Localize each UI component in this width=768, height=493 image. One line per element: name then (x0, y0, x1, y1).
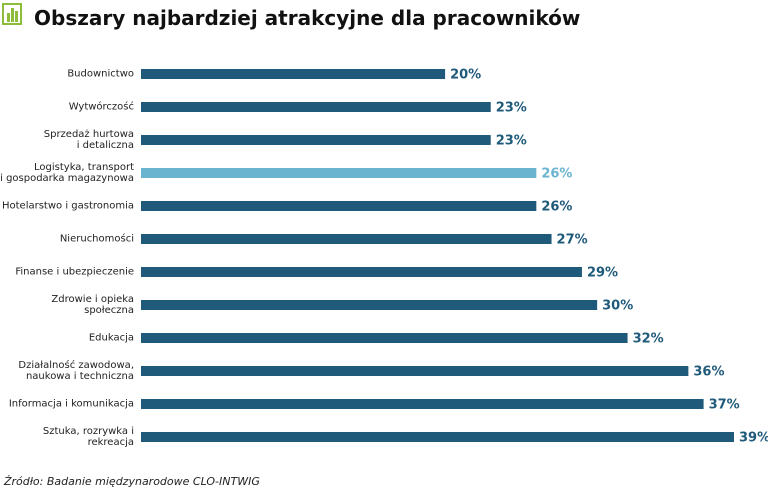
bar (141, 168, 537, 178)
category-label: Sprzedaż hurtowa i detaliczna (43, 129, 134, 151)
value-label: 26% (541, 167, 572, 182)
logo-icon (2, 3, 22, 25)
category-label: Informacja i komunikacja (8, 398, 134, 410)
category-label: Edukacja (88, 332, 134, 344)
category-label: Logistyka, transport i gospodarka magazy… (0, 162, 134, 184)
bar (141, 432, 734, 442)
bar (141, 267, 582, 277)
value-label: 26% (541, 200, 572, 215)
category-label: Nieruchomości (59, 233, 134, 245)
value-label: 29% (587, 266, 618, 281)
bar (141, 102, 491, 112)
bar (141, 333, 628, 343)
bar (141, 399, 704, 409)
bar (141, 234, 552, 244)
bar (141, 135, 491, 145)
chart-title: Obszary najbardziej atrakcyjne dla praco… (34, 6, 581, 30)
category-label: Hotelarstwo i gastronomia (1, 200, 134, 212)
category-label: Budownictwo (67, 68, 134, 80)
value-label: 23% (496, 101, 527, 116)
bar (141, 366, 689, 376)
value-label: 27% (557, 233, 588, 248)
value-label: 39% (739, 431, 768, 446)
value-label: 37% (709, 398, 740, 413)
bar (141, 300, 598, 310)
bar (141, 201, 537, 211)
category-label: Działalność zawodowa, naukowa i technicz… (18, 360, 134, 382)
category-label: Wytwórczość (68, 101, 134, 113)
value-label: 32% (633, 332, 664, 347)
source-note: Źródło: Badanie międzynarodowe CLO-INTWI… (4, 475, 260, 488)
value-label: 36% (693, 365, 724, 380)
value-label: 20% (450, 68, 481, 83)
bar (141, 69, 446, 79)
value-label: 30% (602, 299, 633, 314)
category-label: Zdrowie i opieka społeczna (51, 294, 134, 316)
value-label: 23% (496, 134, 527, 149)
category-label: Finanse i ubezpieczenie (15, 266, 134, 278)
category-label: Sztuka, rozrywka i rekreacja (42, 426, 134, 448)
